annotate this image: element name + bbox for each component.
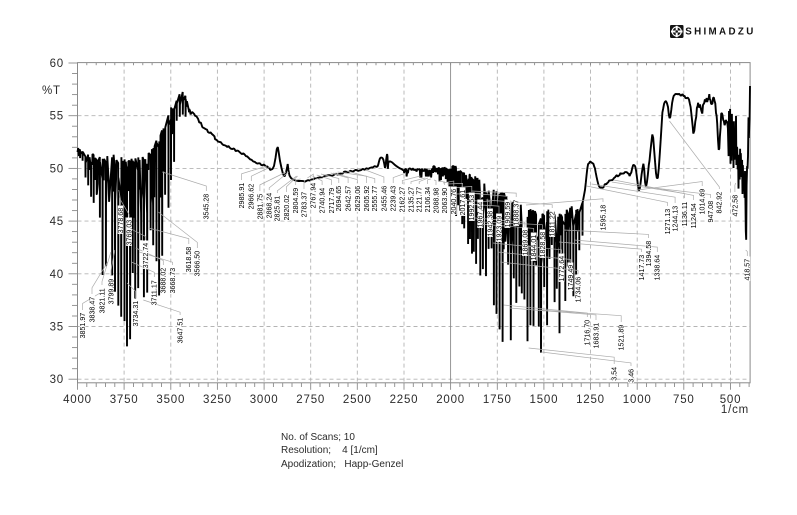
svg-text:1811.22: 1811.22 xyxy=(549,211,557,236)
svg-text:3851.97: 3851.97 xyxy=(79,313,87,339)
svg-text:3750: 3750 xyxy=(110,394,139,406)
svg-text:2783.37: 2783.37 xyxy=(300,192,308,218)
svg-text:3778.68: 3778.68 xyxy=(117,208,125,234)
svg-text:1250: 1250 xyxy=(576,394,605,406)
svg-text:35: 35 xyxy=(50,322,64,334)
svg-text:2500: 2500 xyxy=(343,394,372,406)
svg-text:2605.92: 2605.92 xyxy=(363,186,371,212)
svg-text:2868.24: 2868.24 xyxy=(266,193,274,219)
svg-text:60: 60 xyxy=(50,58,64,70)
svg-text:1244.13: 1244.13 xyxy=(672,206,680,232)
svg-text:3000: 3000 xyxy=(250,394,279,406)
svg-text:2017.61: 2017.61 xyxy=(459,190,467,216)
svg-text:2985.91: 2985.91 xyxy=(238,183,246,209)
svg-text:472.58: 472.58 xyxy=(731,195,739,217)
svg-text:3.46: 3.46 xyxy=(627,369,635,383)
svg-text:500: 500 xyxy=(720,394,742,406)
svg-text:2629.06: 2629.06 xyxy=(354,186,362,212)
svg-text:2555.77: 2555.77 xyxy=(371,186,379,212)
svg-text:2088.98: 2088.98 xyxy=(432,188,440,214)
svg-text:2694.65: 2694.65 xyxy=(335,186,343,212)
svg-text:1271.13: 1271.13 xyxy=(664,209,672,235)
svg-text:2966.62: 2966.62 xyxy=(248,184,256,210)
svg-text:1683.91: 1683.91 xyxy=(592,323,600,349)
svg-text:2804.59: 2804.59 xyxy=(292,188,300,214)
svg-text:3500: 3500 xyxy=(156,394,185,406)
svg-text:1136.11: 1136.11 xyxy=(681,202,689,227)
svg-text:947.08: 947.08 xyxy=(707,201,715,223)
svg-text:3734.31: 3734.31 xyxy=(132,301,140,327)
svg-text:1595.18: 1595.18 xyxy=(599,205,607,231)
svg-text:3799.89: 3799.89 xyxy=(107,279,115,305)
svg-text:2717.79: 2717.79 xyxy=(328,188,336,214)
svg-text:2767.94: 2767.94 xyxy=(310,183,318,209)
svg-text:4000: 4000 xyxy=(63,394,92,406)
svg-text:750: 750 xyxy=(673,394,695,406)
svg-text:3769.03: 3769.03 xyxy=(125,220,133,246)
svg-text:%T: %T xyxy=(42,85,61,97)
svg-text:3821.11: 3821.11 xyxy=(98,288,106,313)
svg-text:1394.58: 1394.58 xyxy=(645,241,653,267)
svg-text:1014.69: 1014.69 xyxy=(699,189,707,215)
svg-text:50: 50 xyxy=(50,163,64,175)
svg-text:1909.59: 1909.59 xyxy=(504,202,512,228)
svg-text:2250: 2250 xyxy=(390,394,419,406)
svg-text:1716.70: 1716.70 xyxy=(584,320,592,346)
svg-text:30: 30 xyxy=(50,374,64,386)
svg-text:40: 40 xyxy=(50,269,64,281)
svg-text:2000: 2000 xyxy=(436,394,465,406)
svg-text:1844.01: 1844.01 xyxy=(530,235,538,261)
svg-text:2106.34: 2106.34 xyxy=(424,187,432,213)
svg-text:2750: 2750 xyxy=(296,394,325,406)
svg-text:418.57: 418.57 xyxy=(744,259,752,281)
svg-text:3668.73: 3668.73 xyxy=(169,268,177,294)
svg-text:842.92: 842.92 xyxy=(716,192,724,214)
svg-text:3688.02: 3688.02 xyxy=(160,268,168,294)
svg-text:SHIMADZU: SHIMADZU xyxy=(685,26,755,37)
svg-text:1000: 1000 xyxy=(623,394,652,406)
svg-text:1942.38: 1942.38 xyxy=(486,211,494,237)
svg-text:2820.02: 2820.02 xyxy=(283,195,291,221)
svg-text:1124.54: 1124.54 xyxy=(690,203,698,228)
svg-text:2135.27: 2135.27 xyxy=(407,187,415,213)
svg-text:45: 45 xyxy=(50,216,64,228)
svg-text:1749.49: 1749.49 xyxy=(567,265,575,291)
svg-text:3566.50: 3566.50 xyxy=(194,251,202,277)
svg-text:3647.51: 3647.51 xyxy=(177,318,185,344)
svg-text:3722.74: 3722.74 xyxy=(142,243,150,269)
svg-text:3711.17: 3711.17 xyxy=(151,280,159,305)
svg-text:2040.76: 2040.76 xyxy=(450,189,458,215)
svg-text:1828.58: 1828.58 xyxy=(539,232,547,258)
svg-text:1772.64: 1772.64 xyxy=(558,256,566,282)
svg-text:55: 55 xyxy=(50,111,64,123)
svg-text:1521.89: 1521.89 xyxy=(618,325,626,351)
svg-text:2121.77: 2121.77 xyxy=(416,187,424,213)
svg-text:2239.43: 2239.43 xyxy=(390,186,398,212)
svg-text:2825.81: 2825.81 xyxy=(274,196,282,222)
svg-text:3250: 3250 xyxy=(203,394,232,406)
svg-text:1500: 1500 xyxy=(530,394,559,406)
svg-text:1338.64: 1338.64 xyxy=(654,255,662,281)
svg-text:1/cm: 1/cm xyxy=(721,404,749,416)
svg-text:2881.75: 2881.75 xyxy=(256,194,264,220)
svg-text:1734.06: 1734.06 xyxy=(575,277,583,303)
svg-text:3618.58: 3618.58 xyxy=(185,247,193,273)
svg-text:1923.09: 1923.09 xyxy=(495,216,503,242)
svg-text:1992.53: 1992.53 xyxy=(468,195,476,221)
svg-text:3838.47: 3838.47 xyxy=(88,297,96,323)
svg-text:1888.37: 1888.37 xyxy=(513,200,521,226)
svg-text:2642.57: 2642.57 xyxy=(345,186,353,212)
svg-text:2740.94: 2740.94 xyxy=(319,188,327,214)
svg-text:3545.28: 3545.28 xyxy=(203,194,211,220)
svg-text:1869.08: 1869.08 xyxy=(521,230,529,256)
svg-text:1967.44: 1967.44 xyxy=(477,202,485,228)
svg-text:1750: 1750 xyxy=(483,394,512,406)
svg-text:3.54: 3.54 xyxy=(611,367,619,381)
svg-text:1417.73: 1417.73 xyxy=(638,255,646,281)
svg-text:2455.46: 2455.46 xyxy=(380,186,388,212)
svg-text:2063.90: 2063.90 xyxy=(441,188,449,214)
svg-text:2162.27: 2162.27 xyxy=(399,187,407,213)
